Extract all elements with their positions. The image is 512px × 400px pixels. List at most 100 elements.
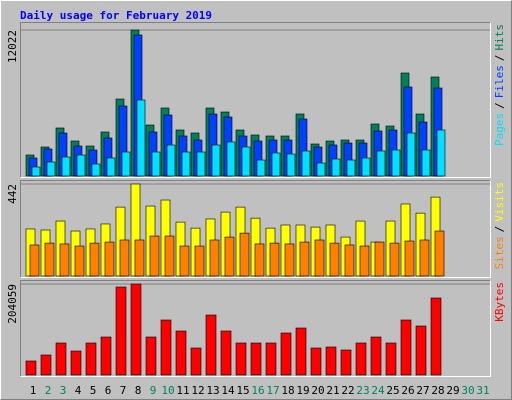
x-tick-label: 6 bbox=[105, 384, 112, 397]
bar bbox=[59, 243, 70, 277]
bar bbox=[299, 241, 310, 277]
bar bbox=[286, 153, 296, 177]
bar bbox=[280, 332, 292, 376]
bar bbox=[310, 347, 322, 376]
bar bbox=[370, 336, 382, 376]
bar bbox=[419, 239, 430, 277]
bar bbox=[406, 132, 416, 177]
x-tick-label: 13 bbox=[206, 384, 219, 397]
x-tick-label: 29 bbox=[446, 384, 459, 397]
bar bbox=[55, 342, 67, 376]
bar bbox=[239, 232, 250, 277]
x-tick-label: 30 bbox=[461, 384, 474, 397]
bar bbox=[400, 319, 412, 376]
bar bbox=[391, 149, 401, 177]
legend: KBytes bbox=[493, 282, 506, 322]
x-tick-label: 5 bbox=[90, 384, 97, 397]
bar bbox=[25, 360, 37, 376]
bar bbox=[340, 349, 352, 376]
bar bbox=[209, 239, 220, 277]
x-tick-label: 7 bbox=[120, 384, 127, 397]
x-tick-label: 4 bbox=[75, 384, 82, 397]
bar bbox=[385, 342, 397, 376]
bar bbox=[301, 150, 311, 177]
bar bbox=[164, 235, 175, 277]
bar bbox=[430, 297, 442, 376]
bar bbox=[269, 242, 280, 277]
bar bbox=[196, 151, 206, 177]
bar bbox=[329, 242, 340, 277]
bar bbox=[115, 286, 127, 376]
x-tick-label: 15 bbox=[236, 384, 249, 397]
bar bbox=[271, 152, 281, 177]
y-tick-label: 204059 bbox=[6, 284, 19, 324]
bar bbox=[104, 241, 115, 277]
bar bbox=[361, 157, 371, 177]
bar bbox=[265, 342, 277, 376]
x-tick-label: 21 bbox=[326, 384, 339, 397]
bar bbox=[224, 236, 235, 277]
bar bbox=[376, 150, 386, 177]
x-tick-label: 12 bbox=[191, 384, 204, 397]
x-tick-label: 26 bbox=[401, 384, 414, 397]
bar bbox=[190, 347, 202, 376]
x-tick-label: 23 bbox=[356, 384, 369, 397]
x-tick-label: 31 bbox=[476, 384, 489, 397]
x-tick-label: 11 bbox=[176, 384, 189, 397]
bar bbox=[359, 245, 370, 277]
legend-entry: KBytes bbox=[493, 282, 506, 322]
bar bbox=[254, 243, 265, 277]
bar bbox=[284, 243, 295, 277]
bar bbox=[205, 314, 217, 376]
bar bbox=[160, 319, 172, 376]
bar bbox=[166, 144, 176, 177]
legend-separator: / bbox=[493, 55, 506, 62]
x-tick-label: 8 bbox=[135, 384, 142, 397]
x-tick-label: 20 bbox=[311, 384, 324, 397]
bar bbox=[136, 99, 146, 177]
bar bbox=[374, 241, 385, 277]
bar bbox=[314, 239, 325, 277]
x-tick-label: 22 bbox=[341, 384, 354, 397]
bar bbox=[130, 283, 142, 376]
bar bbox=[134, 239, 145, 277]
bar bbox=[149, 235, 160, 277]
x-tick-label: 19 bbox=[296, 384, 309, 397]
bar bbox=[325, 346, 337, 376]
x-tick-label: 9 bbox=[150, 384, 157, 397]
legend-entry: Files bbox=[493, 65, 506, 98]
panel-border bbox=[20, 180, 491, 278]
bar bbox=[151, 151, 161, 177]
bar bbox=[145, 336, 157, 376]
bar bbox=[241, 146, 251, 177]
panel-border bbox=[20, 22, 491, 178]
bar bbox=[100, 336, 112, 376]
panel-border bbox=[20, 280, 491, 377]
bar bbox=[46, 161, 56, 177]
bar bbox=[181, 151, 191, 177]
legend: Pages / Files / Hits bbox=[493, 24, 506, 146]
x-tick-label: 16 bbox=[251, 384, 264, 397]
x-tick-label: 3 bbox=[60, 384, 67, 397]
bar bbox=[344, 244, 355, 277]
bar bbox=[250, 342, 262, 376]
bar bbox=[220, 330, 232, 376]
bar bbox=[226, 141, 236, 177]
bar bbox=[44, 242, 55, 277]
y-tick-label: 442 bbox=[6, 184, 19, 204]
bar bbox=[211, 144, 221, 177]
bar bbox=[179, 245, 190, 277]
bar bbox=[61, 156, 71, 177]
x-tick-label: 14 bbox=[221, 384, 235, 397]
bar bbox=[346, 159, 356, 177]
x-tick-label: 25 bbox=[386, 384, 399, 397]
x-tick-label: 18 bbox=[281, 384, 294, 397]
bar bbox=[316, 162, 326, 177]
bar bbox=[119, 239, 130, 277]
x-tick-label: 28 bbox=[431, 384, 444, 397]
chart-title: Daily usage for February 2019 bbox=[20, 9, 212, 22]
bar bbox=[389, 242, 400, 277]
